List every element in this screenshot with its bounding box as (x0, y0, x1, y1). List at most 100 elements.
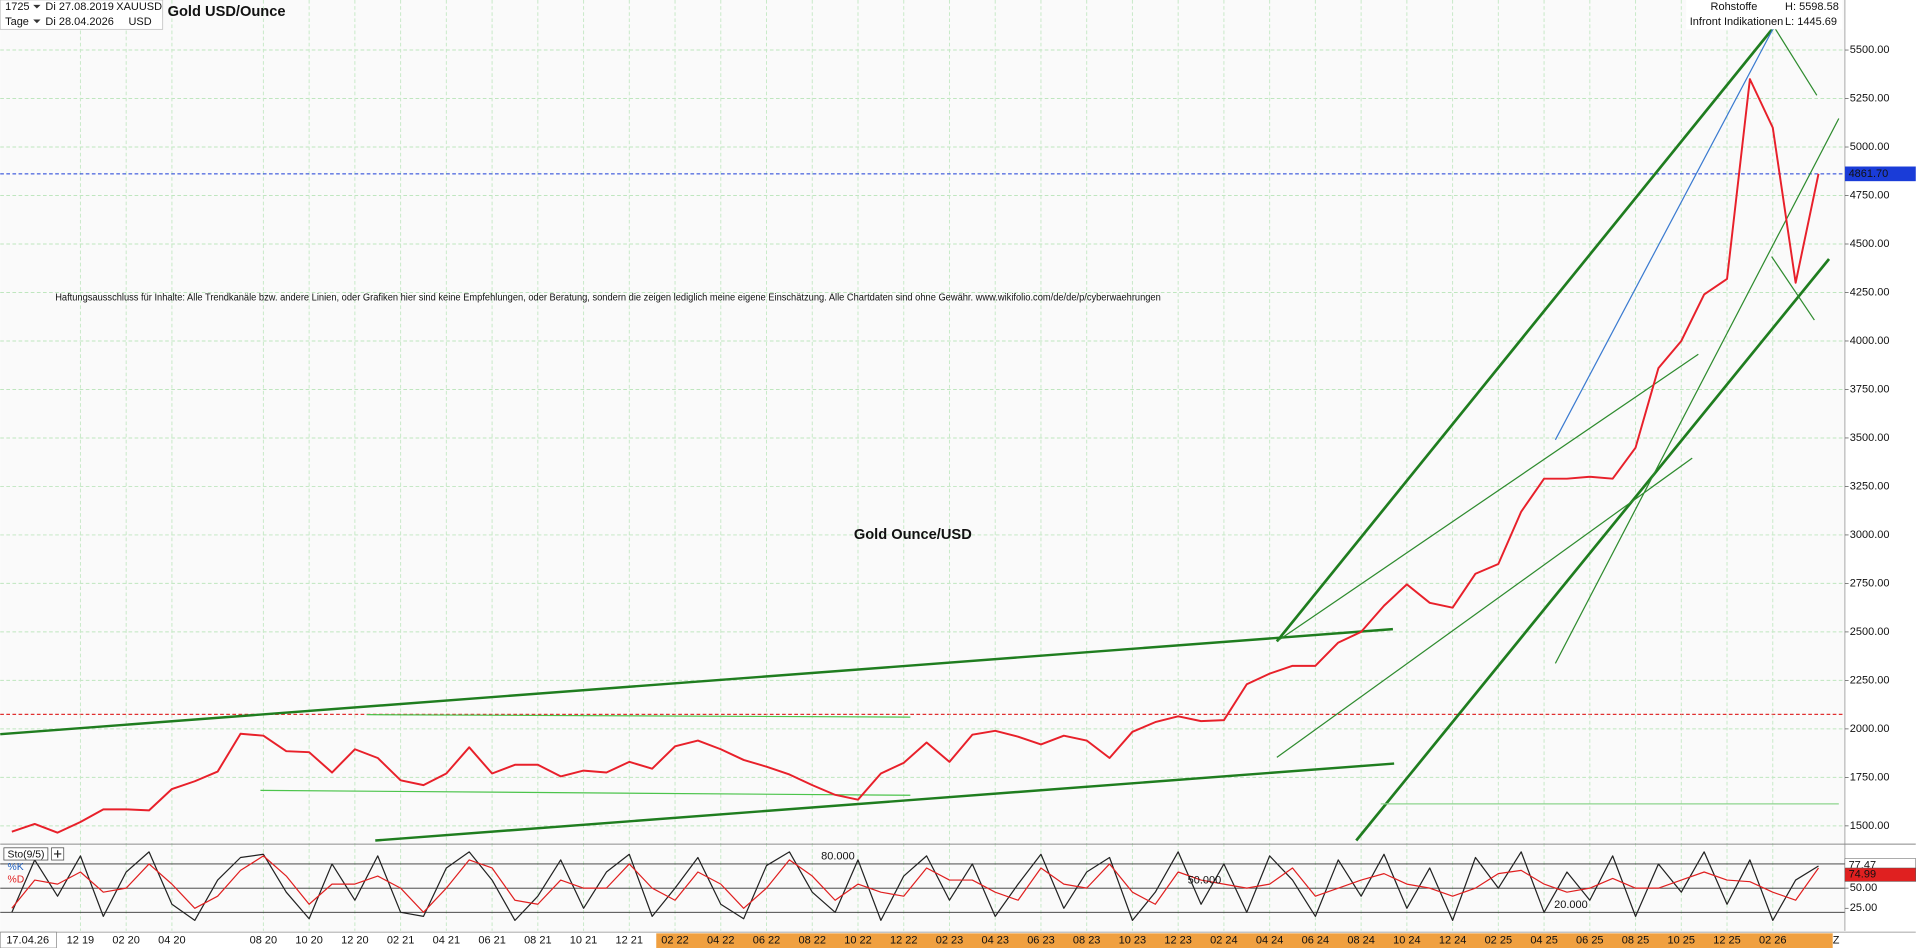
series-line (11, 851, 1819, 922)
legend-d: %D (8, 874, 25, 885)
x-tick-label: 10 22 (844, 935, 872, 947)
x-tick-label: 12 24 (1439, 935, 1466, 947)
x-tick-label: 04 20 (158, 935, 186, 947)
y-tick-label: 3750.00 (1850, 383, 1890, 395)
source: Infront Indikationen (1690, 16, 1783, 28)
start-date: Di 27.08.2019 (45, 1, 113, 13)
x-tick-label: 04 25 (1530, 935, 1558, 947)
x-tick-label: 10 20 (295, 935, 323, 947)
last-value-label: 74.99 (1849, 869, 1876, 881)
axis-highlight (656, 933, 1833, 948)
x-tick-label: 12 22 (890, 935, 918, 947)
disclaimer: Haftungsausschluss für Inhalte: Alle Tre… (55, 293, 1161, 304)
y-tick-label: 4000.00 (1850, 335, 1890, 347)
y-tick-label: 5500.00 (1850, 44, 1890, 56)
header-box (0, 0, 164, 30)
x-tick-label: 02 21 (387, 935, 415, 947)
level-label: 80.000 (821, 851, 855, 863)
x-tick-label: 02 25 (1485, 935, 1512, 947)
price-line (11, 78, 1820, 834)
trend-line (1554, 26, 1775, 441)
marks (11, 78, 1820, 922)
trend-line (1554, 118, 1840, 664)
y-tick-label: 2500.00 (1850, 626, 1890, 638)
x-tick-label: 08 21 (524, 935, 552, 947)
price-panel (0, 0, 1845, 843)
end-date: Di 28.04.2026 (45, 16, 113, 28)
x-tick-label: 12 19 (67, 935, 95, 947)
current-label: 4861.70 (1849, 168, 1889, 180)
trend-line (366, 714, 911, 718)
y-tick-label: 1750.00 (1850, 771, 1890, 783)
y-tick-label: 50.00 (1850, 882, 1878, 894)
x-tick-label: 04 22 (707, 935, 735, 947)
x-tick-label: 02 22 (661, 935, 689, 947)
level-label: 50.000 (1188, 875, 1222, 887)
x-tick-label: 06 25 (1576, 935, 1604, 947)
y-tick-label: 25.00 (1850, 902, 1878, 914)
trend-line (1771, 256, 1815, 321)
x-tick-label: 08 25 (1622, 935, 1649, 947)
y-tick-label: 2250.00 (1850, 674, 1890, 686)
x-tick-label: 02 23 (936, 935, 964, 947)
chart-title: Gold Ounce/USD (854, 527, 972, 543)
x-tick-label: 04 23 (981, 935, 1009, 947)
indicator-title: Sto(9/5) (8, 849, 45, 860)
trend-lines (0, 26, 1840, 842)
x-tick-label: 02 24 (1210, 935, 1238, 947)
trend-line (1355, 258, 1831, 842)
x-tick-label: 04 21 (433, 935, 461, 947)
legend-k: %K (8, 862, 24, 873)
zoom[interactable]: Z (1833, 935, 1840, 947)
x-tick-label: 08 20 (250, 935, 278, 947)
x-tick-label: 10 24 (1393, 935, 1420, 947)
trend-line (1275, 26, 1776, 643)
high: H: 5598.58 (1785, 1, 1839, 13)
y-tick-label: 2750.00 (1850, 577, 1890, 589)
y-tick-label: 5250.00 (1850, 92, 1890, 104)
low: L: 1445.69 (1785, 16, 1837, 28)
y-tick-label: 2000.00 (1850, 723, 1890, 735)
y-tick-label: 4750.00 (1850, 189, 1890, 201)
x-tick-label: 12 25 (1713, 935, 1740, 947)
trend-line (1276, 457, 1693, 758)
y-tick-label: 3250.00 (1850, 480, 1890, 492)
x-tick-label: 12 20 (341, 935, 369, 947)
y-tick-label: 5000.00 (1850, 141, 1890, 153)
date-marker: 17.04.26 (6, 935, 49, 947)
add-icon[interactable] (53, 850, 62, 858)
x-tick-label: 12 23 (1164, 935, 1192, 947)
x-tick-label: 08 24 (1347, 935, 1375, 947)
x-tick-label: 02 20 (112, 935, 140, 947)
y-tick-label: 4250.00 (1850, 286, 1890, 298)
x-tick-label: 06 23 (1027, 935, 1055, 947)
x-tick-label: 12 21 (616, 935, 644, 947)
period: 1725 (5, 1, 29, 13)
x-tick-label: 10 23 (1119, 935, 1147, 947)
indicator-box (3, 847, 49, 861)
x-tick-label: 06 21 (478, 935, 506, 947)
grid (0, 0, 1845, 931)
trend-line (375, 762, 1395, 842)
x-tick-label: 04 24 (1256, 935, 1283, 947)
trend-line (260, 789, 911, 796)
x-tick-label: 08 23 (1073, 935, 1101, 947)
y-tick-label: 1500.00 (1850, 820, 1890, 832)
title: Gold USD/Ounce (168, 4, 286, 20)
category: Rohstoffe (1711, 1, 1758, 13)
symbol: XAUUSD (116, 1, 162, 13)
series-line (11, 855, 1820, 913)
trend-line (0, 627, 1393, 736)
x-tick-label: 10 25 (1668, 935, 1695, 947)
y-tick-label: 3000.00 (1850, 529, 1890, 541)
current-box (1844, 166, 1916, 182)
trend-line (1276, 353, 1699, 642)
unit: Tage (5, 16, 29, 28)
x-tick-label: 10 21 (570, 935, 598, 947)
y-tick-label: 4500.00 (1850, 238, 1890, 250)
x-tick-label: 06 22 (753, 935, 781, 947)
x-tick-label: 06 24 (1302, 935, 1329, 947)
info-box (1686, 0, 1843, 30)
currency: USD (128, 16, 151, 28)
